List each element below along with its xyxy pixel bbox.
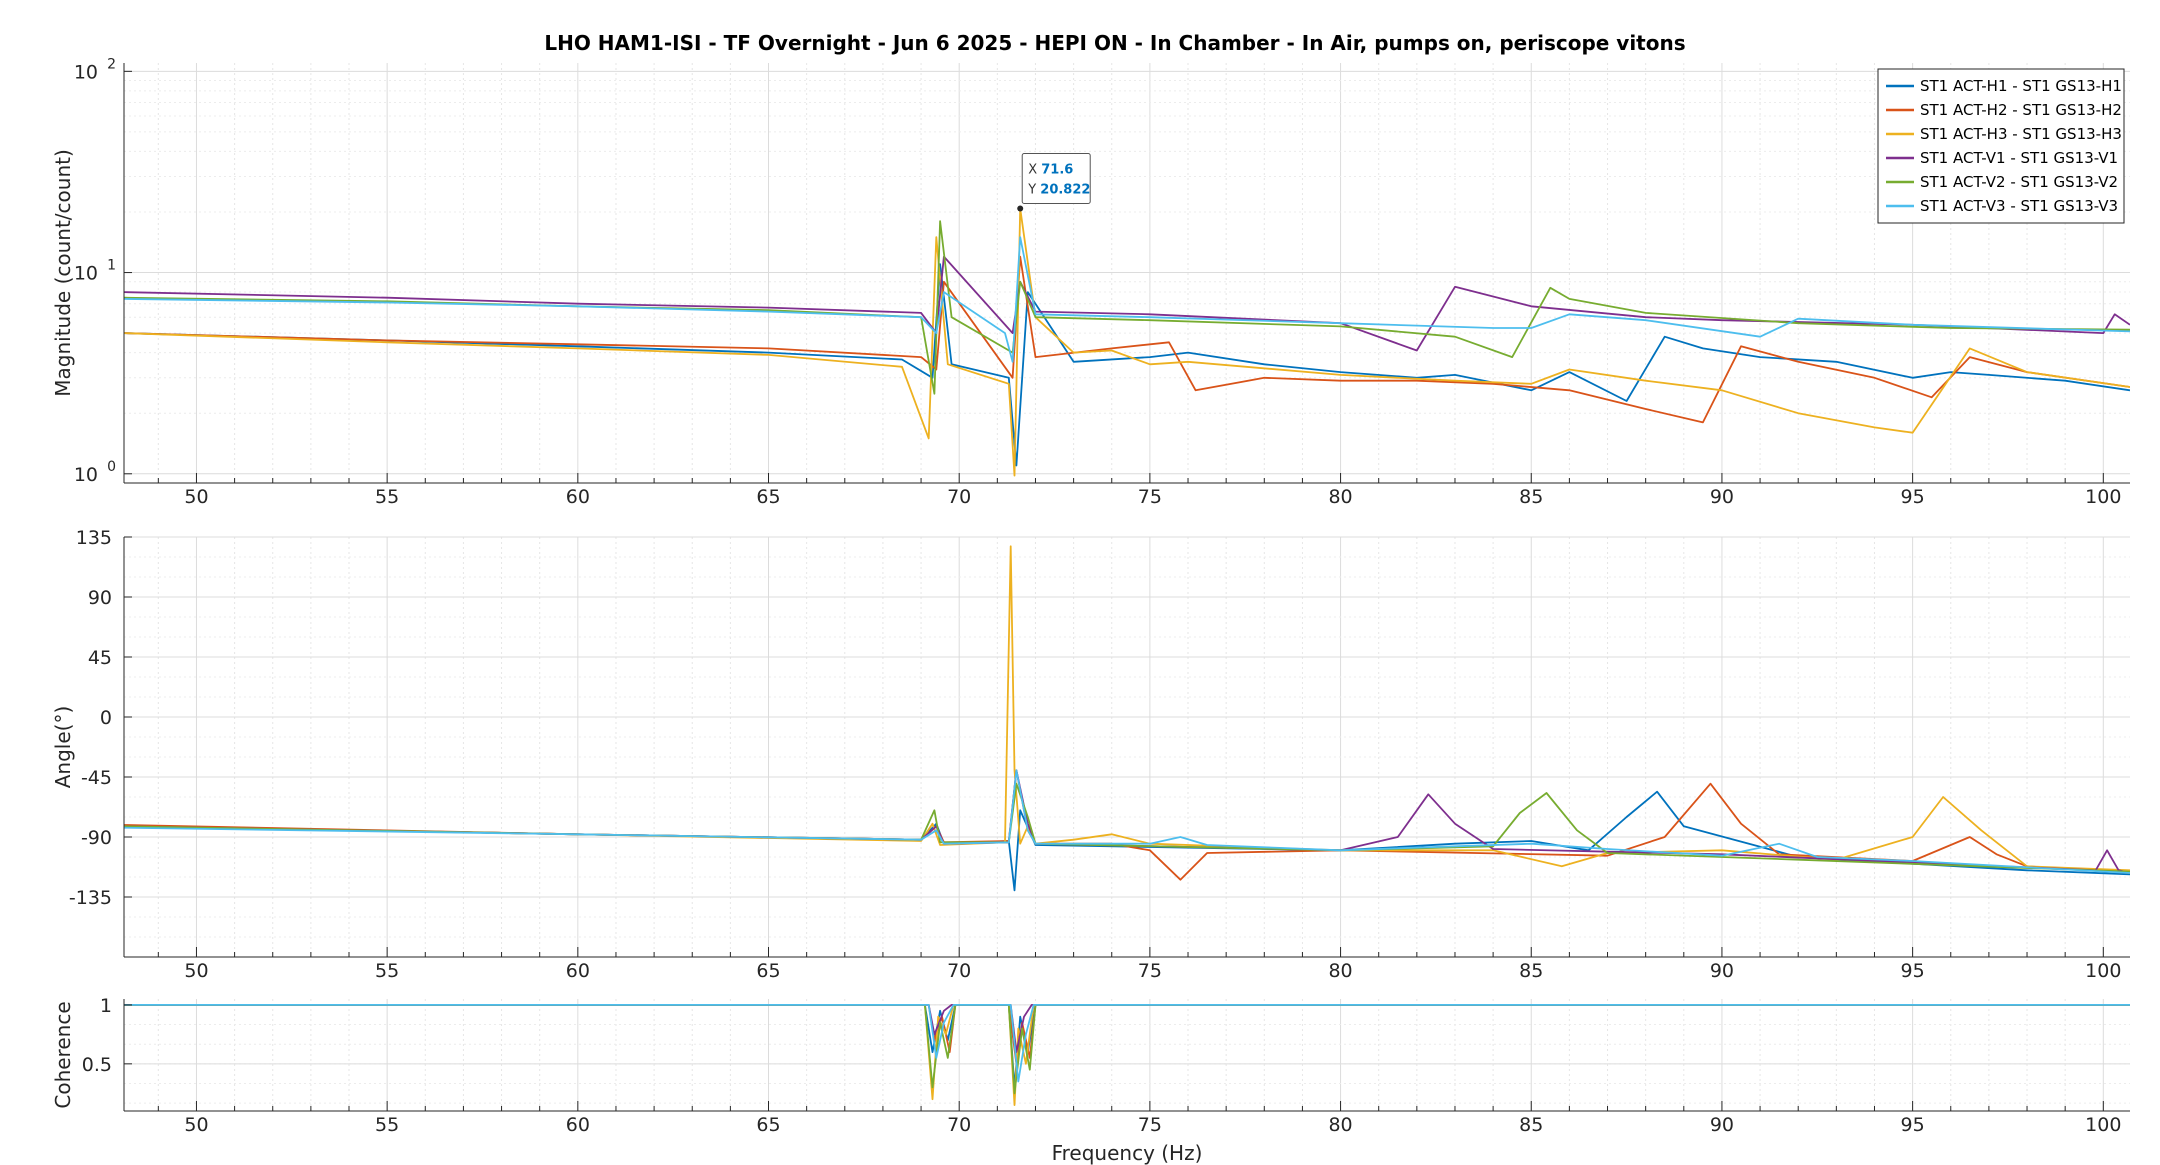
magnitude-series-3 bbox=[124, 207, 2130, 477]
coherence-x-tick-label: 60 bbox=[566, 1114, 590, 1136]
phase-x-tick-label: 70 bbox=[947, 960, 971, 982]
phase-y-tick-label: -135 bbox=[69, 887, 112, 909]
datatip-x-value: 71.6 bbox=[1041, 162, 1073, 177]
coherence-y-tick-label: 0.5 bbox=[82, 1054, 112, 1076]
magnitude-series-6 bbox=[124, 236, 2130, 363]
phase-series-6 bbox=[124, 769, 2130, 874]
coherence-x-tick-label: 65 bbox=[756, 1114, 780, 1136]
magnitude-x-tick-label: 85 bbox=[1519, 486, 1543, 508]
datatip-y-value: 20.822 bbox=[1040, 182, 1090, 197]
phase-x-tick-label: 80 bbox=[1328, 960, 1352, 982]
phase-y-tick-label: 45 bbox=[88, 647, 112, 669]
magnitude-x-tick-label: 70 bbox=[947, 486, 971, 508]
phase-panel: 50 55 60 65 70 75 80 85 90 95 100 -135 -90 -45 0 45 90 13… bbox=[51, 527, 2130, 982]
x-axis-label: Frequency (Hz) bbox=[1052, 1141, 1203, 1165]
coherence-x-tick-label: 55 bbox=[375, 1114, 399, 1136]
coherence-x-tick-label: 90 bbox=[1710, 1114, 1734, 1136]
phase-x-tick-label: 90 bbox=[1710, 960, 1734, 982]
coherence-x-tick-label: 100 bbox=[2085, 1114, 2121, 1136]
coherence-x-tick-label: 50 bbox=[184, 1114, 208, 1136]
magnitude-series-4 bbox=[124, 255, 2130, 352]
phase-x-tick-label: 50 bbox=[184, 960, 208, 982]
magnitude-grid bbox=[124, 63, 2130, 484]
magnitude-x-tick-label: 60 bbox=[566, 486, 590, 508]
datatip-box bbox=[1021, 152, 1091, 204]
chart-title: LHO HAM1-ISI - TF Overnight - Jun 6 2025… bbox=[544, 31, 1685, 55]
magnitude-y-axis-label: Magnitude (count/count) bbox=[51, 149, 75, 397]
magnitude-series-5 bbox=[124, 220, 2130, 395]
coherence-panel: 50 55 60 65 70 75 80 85 90 95 100 0.5 1 Coherence Freq… bbox=[51, 995, 2130, 1165]
coherence-x-tick-label: 70 bbox=[947, 1114, 971, 1136]
datatip-y: Y 20.822 bbox=[1027, 182, 1090, 197]
magnitude-series-1 bbox=[124, 263, 2130, 467]
legend-entry-2: ST1 ACT-H2 - ST1 GS13-H2 bbox=[1920, 101, 2122, 119]
magnitude-y-tick-exponent: 1 bbox=[107, 258, 116, 274]
coherence-y-axis-label: Coherence bbox=[51, 1001, 75, 1108]
legend-box bbox=[1877, 68, 2125, 224]
coherence-x-tick-label: 80 bbox=[1328, 1114, 1352, 1136]
phase-x-tick-label: 100 bbox=[2085, 960, 2121, 982]
phase-y-tick-label: 135 bbox=[76, 527, 112, 549]
legend-entry-5: ST1 ACT-V2 - ST1 GS13-V2 bbox=[1920, 173, 2118, 191]
magnitude-x-tick-label: 65 bbox=[756, 486, 780, 508]
magnitude-x-tick-label: 95 bbox=[1901, 486, 1925, 508]
magnitude-x-tick-label: 80 bbox=[1328, 486, 1352, 508]
legend-entry-3: ST1 ACT-H3 - ST1 GS13-H3 bbox=[1920, 125, 2122, 143]
magnitude-series-2 bbox=[124, 255, 2130, 424]
phase-x-tick-label: 85 bbox=[1519, 960, 1543, 982]
magnitude-y-tick-label: 10 bbox=[74, 61, 98, 83]
magnitude-y-tick-label: 10 bbox=[74, 263, 98, 285]
coherence-plot-area bbox=[124, 999, 2130, 1111]
magnitude-series-group bbox=[124, 207, 2130, 477]
legend-entry-4: ST1 ACT-V1 - ST1 GS13-V1 bbox=[1920, 149, 2118, 167]
phase-plot-area bbox=[124, 537, 2130, 957]
datatip[interactable]: X 71.6 Y 20.822 bbox=[1017, 152, 1091, 212]
phase-y-axis-label: Angle(°) bbox=[51, 706, 75, 789]
magnitude-x-tick-label: 55 bbox=[375, 486, 399, 508]
magnitude-x-tick-label: 75 bbox=[1138, 486, 1162, 508]
magnitude-x-tick-label: 50 bbox=[184, 486, 208, 508]
magnitude-y-tick-label: 10 bbox=[74, 464, 98, 486]
coherence-series-group bbox=[124, 1004, 2130, 1106]
magnitude-x-tick-label: 90 bbox=[1710, 486, 1734, 508]
phase-x-tick-label: 95 bbox=[1901, 960, 1925, 982]
coherence-x-tick-label: 75 bbox=[1138, 1114, 1162, 1136]
legend-entry-6: ST1 ACT-V3 - ST1 GS13-V3 bbox=[1920, 197, 2118, 215]
phase-series-3 bbox=[124, 545, 2130, 872]
magnitude-y-tick-exponent: 0 bbox=[107, 459, 116, 475]
coherence-series-6 bbox=[124, 1004, 2130, 1083]
phase-y-tick-label: 0 bbox=[100, 707, 112, 729]
phase-x-tick-label: 60 bbox=[566, 960, 590, 982]
coherence-x-tick-label: 95 bbox=[1901, 1114, 1925, 1136]
phase-x-tick-label: 65 bbox=[756, 960, 780, 982]
phase-x-tick-label: 55 bbox=[375, 960, 399, 982]
coherence-y-tick-label: 1 bbox=[100, 995, 112, 1017]
magnitude-y-tick-exponent: 2 bbox=[107, 56, 116, 72]
legend-entry-1: ST1 ACT-H1 - ST1 GS13-H1 bbox=[1920, 77, 2122, 95]
coherence-x-tick-label: 85 bbox=[1519, 1114, 1543, 1136]
phase-y-tick-label: -45 bbox=[81, 767, 112, 789]
phase-series-group bbox=[124, 545, 2130, 892]
datatip-marker[interactable] bbox=[1017, 205, 1024, 212]
phase-x-tick-label: 75 bbox=[1138, 960, 1162, 982]
phase-y-tick-label: -90 bbox=[81, 827, 112, 849]
phase-y-tick-label: 90 bbox=[88, 587, 112, 609]
legend: ST1 ACT-H1 - ST1 GS13-H1 ST1 ACT-H2 - ST1… bbox=[1877, 68, 2125, 224]
magnitude-x-tick-label: 100 bbox=[2085, 486, 2121, 508]
datatip-x: X 71.6 bbox=[1028, 162, 1073, 177]
